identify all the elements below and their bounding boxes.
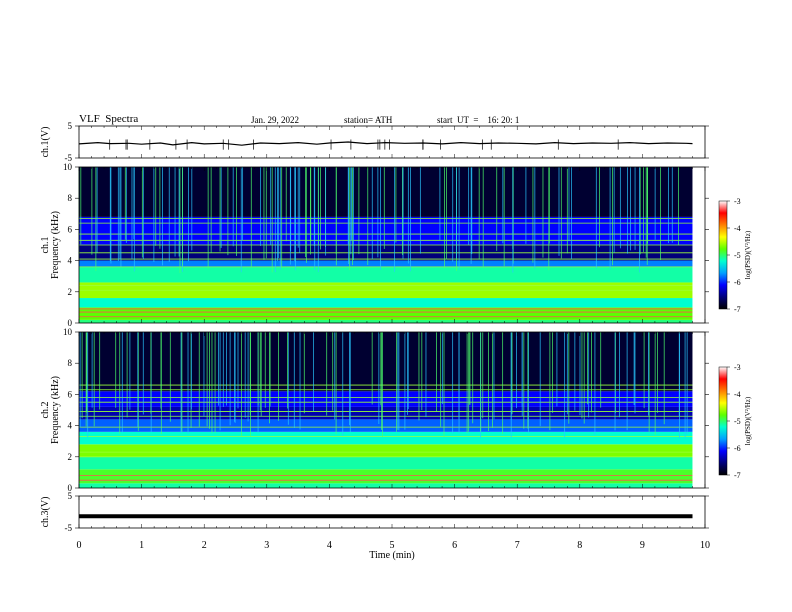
y-tick-label: -5 bbox=[65, 523, 73, 533]
x-tick-label: 9 bbox=[640, 540, 645, 551]
ch1-spectrogram-band bbox=[79, 319, 693, 323]
x-tick-label: 3 bbox=[264, 540, 269, 551]
ch1-spectrogram-blank-tail bbox=[692, 167, 705, 323]
ch1-spectrogram-band bbox=[79, 260, 693, 267]
ch2-spectrogram-band bbox=[79, 444, 693, 457]
ch2-spectrogram-band bbox=[79, 456, 693, 470]
ch2-spectrogram-band bbox=[79, 391, 693, 407]
station-label: station= ATH bbox=[344, 115, 393, 125]
ch2-spectrogram-colorbar bbox=[718, 366, 728, 476]
y-tick-label: 8 bbox=[68, 193, 73, 203]
y-tick-label: 4 bbox=[68, 421, 73, 431]
y-tick-label: 2 bbox=[68, 452, 73, 462]
ch1-spectrogram-band bbox=[79, 266, 693, 283]
ch1-spectrogram-area bbox=[78, 167, 705, 323]
x-tick-label: 1 bbox=[139, 540, 144, 551]
y-tick-label: -5 bbox=[65, 153, 73, 163]
start-time-label: start UT = 16: 20: 1 bbox=[437, 115, 520, 125]
chart-title: VLF Spectra bbox=[79, 113, 139, 125]
ch2-spectrogram-band bbox=[79, 469, 693, 484]
y-tick-label: 0 bbox=[68, 483, 73, 493]
date-label: Jan. 29, 2022 bbox=[251, 115, 299, 125]
y-tick-label: 6 bbox=[68, 389, 73, 399]
ch2-spectrogram-band bbox=[79, 483, 693, 488]
colorbar-tick-label: -3 bbox=[734, 197, 741, 206]
colorbar-tick-label: -4 bbox=[734, 224, 741, 233]
y-tick-label: 6 bbox=[68, 224, 73, 234]
x-tick-label: 0 bbox=[77, 540, 82, 551]
ch1-spectrogram-band bbox=[79, 298, 693, 308]
y-tick-label: 2 bbox=[68, 287, 73, 297]
colorbar-label: log(PSD)(V²/Hz) bbox=[744, 230, 752, 279]
ch2-spectrogram-band bbox=[79, 419, 693, 432]
ch2-spectrogram-ylabel: Frequency (kHz) bbox=[50, 376, 61, 444]
ch3-waveform-frame bbox=[78, 495, 706, 529]
ch1-spectrogram-band bbox=[79, 216, 693, 245]
x-tick-label: 4 bbox=[327, 540, 332, 551]
x-tick-label: 7 bbox=[515, 540, 520, 551]
ch1-waveform-ylabel: ch.1(V) bbox=[40, 127, 51, 158]
ch2-spectrogram-blank-tail bbox=[692, 332, 705, 488]
y-tick-label: 10 bbox=[63, 327, 73, 337]
ch2-spectrogram-band bbox=[79, 431, 693, 445]
ch2-spectrogram-area bbox=[79, 332, 705, 488]
x-axis-label: Time (min) bbox=[369, 550, 414, 561]
y-tick-label: 5 bbox=[68, 121, 73, 131]
ch1-spectrogram-colorbar bbox=[718, 200, 728, 310]
ch1-waveform-frame bbox=[78, 125, 706, 159]
y-tick-label: 5 bbox=[68, 491, 73, 501]
y-tick-label: 8 bbox=[68, 358, 73, 368]
x-tick-label: 6 bbox=[452, 540, 457, 551]
ch1-spectrogram-band bbox=[79, 167, 693, 217]
colorbar-tick-label: -3 bbox=[734, 363, 741, 372]
colorbar-tick-label: -7 bbox=[734, 305, 741, 314]
colorbar-label: log(PSD)(V²/Hz) bbox=[744, 396, 752, 445]
colorbar-tick-label: -5 bbox=[734, 417, 741, 426]
colorbar-tick-label: -7 bbox=[734, 471, 741, 480]
x-tick-label: 10 bbox=[700, 540, 710, 551]
ch3-waveform-ylabel: ch.3(V) bbox=[40, 497, 51, 528]
y-tick-label: 10 bbox=[63, 162, 73, 172]
colorbar-tick-label: -4 bbox=[734, 390, 741, 399]
y-tick-label: 4 bbox=[68, 256, 73, 266]
colorbar-tick-label: -5 bbox=[734, 251, 741, 260]
colorbar-tick-label: -6 bbox=[734, 278, 741, 287]
ch2-spectrogram-band bbox=[79, 406, 693, 420]
x-tick-label: 8 bbox=[577, 540, 582, 551]
y-tick-label: 0 bbox=[68, 318, 73, 328]
x-tick-label: 2 bbox=[202, 540, 207, 551]
ch1-spectrogram-ylabel: ch.1 bbox=[40, 237, 51, 254]
ch1-waveform-line bbox=[78, 141, 693, 146]
ch1-spectrogram-ylabel: Frequency (kHz) bbox=[50, 211, 61, 279]
ch2-spectrogram-ylabel: ch.2 bbox=[40, 402, 51, 419]
colorbar-tick-label: -6 bbox=[734, 444, 741, 453]
x-tick-label: 5 bbox=[390, 540, 395, 551]
